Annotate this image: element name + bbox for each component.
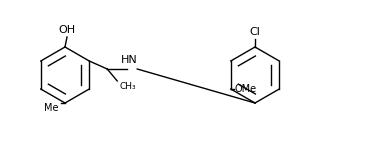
Text: Cl: Cl: [250, 27, 261, 37]
Text: OMe: OMe: [235, 84, 257, 94]
Text: CH₃: CH₃: [119, 82, 136, 91]
Text: HN: HN: [121, 55, 138, 65]
Text: OH: OH: [59, 25, 75, 35]
Text: Me: Me: [45, 103, 59, 113]
